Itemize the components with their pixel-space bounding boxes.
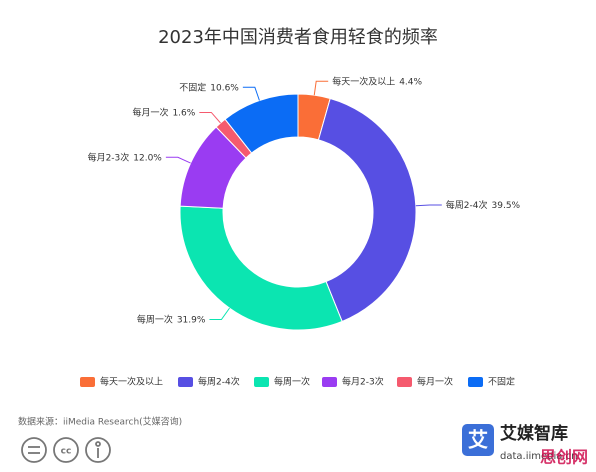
- legend-swatch: [178, 377, 193, 387]
- brand-url: data.iimedia.cn: [500, 451, 577, 462]
- plot-area: 每天一次及以上 4.4% 每周2-4次 39.5% 每周一次 31.9% 每月2-3次 12.…: [88, 75, 521, 331]
- brand-logo: 艾: [462, 424, 494, 456]
- leader-line: [165, 156, 191, 164]
- leader-line: [242, 86, 260, 101]
- data-label-category: 每周一次: [137, 313, 173, 325]
- donut-slice: [224, 93, 299, 154]
- legend-label: 每周一次: [274, 376, 310, 388]
- data-label-value: 1.6%: [172, 108, 195, 118]
- legend-label: 每周2-4次: [198, 376, 240, 388]
- legend-swatch: [397, 377, 412, 387]
- source-note: 数据来源：iiMedia Research(艾媒咨询): [18, 416, 182, 428]
- data-label: 每周一次 31.9%: [137, 313, 206, 325]
- data-label-value: 12.0%: [133, 153, 162, 163]
- leader-line: [209, 307, 230, 321]
- legend-label: 不固定: [488, 376, 515, 388]
- svg-text:艾: 艾: [468, 428, 488, 452]
- legend-swatch: [80, 377, 95, 387]
- data-label-category: 不固定: [179, 81, 206, 93]
- legend-label: 每天一次及以上: [100, 376, 163, 388]
- watermark: 思创网: [540, 448, 588, 467]
- data-label-value: 39.5%: [492, 200, 521, 210]
- brand-name: 艾媒智库: [500, 423, 568, 444]
- data-label-value: 4.4%: [399, 77, 422, 87]
- cc-icon-text: cc: [61, 447, 72, 457]
- data-label-category: 每月2-3次: [88, 151, 130, 163]
- legend: 每天一次及以上 每周2-4次 每周一次 每月2-3次 每月一次 不固定: [80, 376, 515, 388]
- license-icons: [21, 437, 111, 463]
- legend-swatch: [468, 377, 483, 387]
- data-label: 不固定 10.6%: [179, 81, 239, 93]
- leader-line: [313, 80, 329, 96]
- data-label: 每天一次及以上 4.4%: [332, 75, 422, 87]
- legend-label: 每月2-3次: [342, 376, 384, 388]
- leader-line: [415, 204, 442, 207]
- leader-line: [199, 111, 221, 124]
- legend-swatch: [254, 377, 269, 387]
- data-label-category: 每周2-4次: [446, 198, 488, 210]
- data-label: 每周2-4次 39.5%: [446, 198, 521, 210]
- data-label: 每月一次 1.6%: [132, 106, 195, 118]
- legend-swatch: [322, 377, 337, 387]
- chart-title: 2023年中国消费者食用轻食的频率: [158, 27, 438, 48]
- data-label-value: 31.9%: [177, 315, 206, 325]
- data-label-category: 每月一次: [132, 106, 168, 118]
- data-label-category: 每天一次及以上: [332, 75, 395, 87]
- data-label-value: 10.6%: [210, 83, 239, 93]
- donut-slice: [179, 205, 343, 331]
- legend-label: 每月一次: [417, 376, 453, 388]
- donut-slice: [317, 97, 417, 323]
- data-label: 每月2-3次 12.0%: [88, 151, 163, 163]
